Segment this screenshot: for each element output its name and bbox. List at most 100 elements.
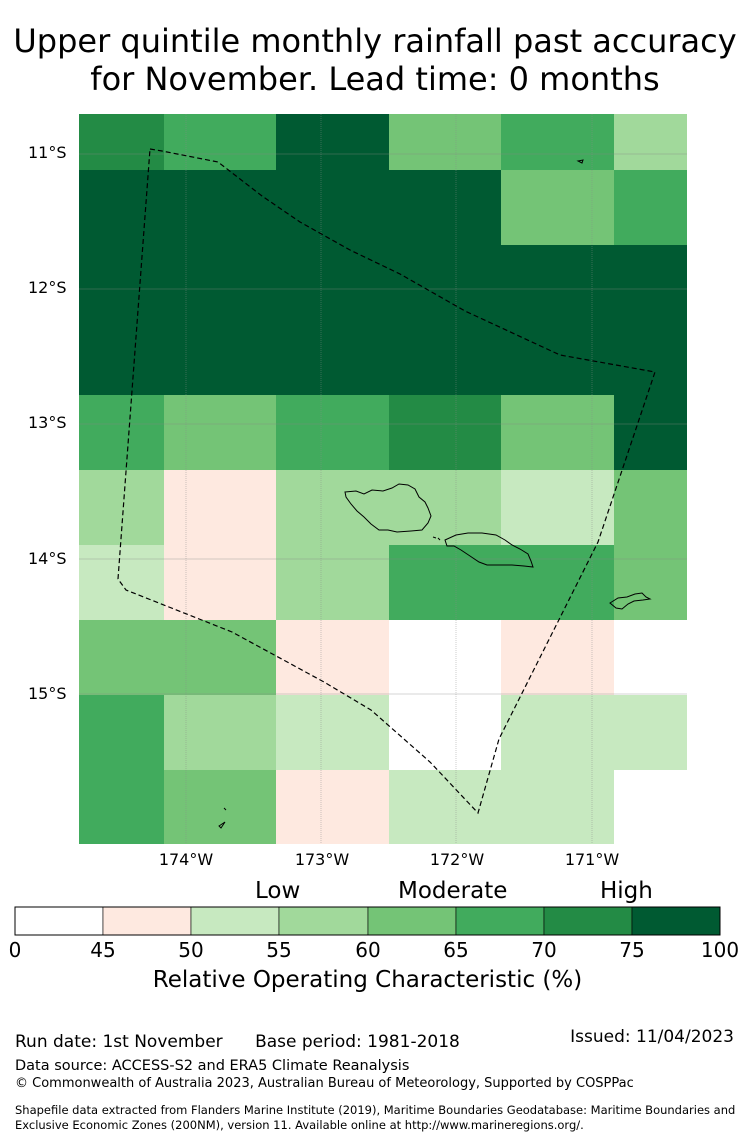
island-savaii bbox=[344, 483, 432, 533]
grid-cell bbox=[614, 320, 687, 395]
lon-label-173w: 173°W bbox=[294, 850, 350, 869]
grid-cell bbox=[389, 114, 501, 170]
colorbar-segment bbox=[543, 906, 633, 936]
grid-cell bbox=[389, 245, 501, 320]
colorbar-tick-60: 60 bbox=[355, 938, 381, 962]
shapefile-credit: Shapefile data extracted from Flanders M… bbox=[15, 1103, 736, 1132]
grid-cell bbox=[389, 320, 501, 395]
grid-cell bbox=[614, 470, 687, 545]
grid-cell bbox=[614, 170, 687, 245]
grid-cell bbox=[276, 114, 389, 170]
grid-cell bbox=[501, 770, 614, 844]
issued-date: Issued: 11/04/2023 bbox=[570, 1027, 734, 1047]
grid-cell bbox=[79, 620, 164, 695]
grid-cell bbox=[79, 470, 164, 545]
islet-small-2 bbox=[223, 807, 227, 811]
islet-swains bbox=[218, 821, 226, 829]
grid-cell bbox=[501, 695, 614, 770]
grid-cell bbox=[276, 545, 389, 620]
lat-label-15s: 15°S bbox=[28, 684, 67, 703]
grid-cell bbox=[79, 395, 164, 470]
island-tutuila bbox=[609, 592, 652, 610]
lon-label-174w: 174°W bbox=[158, 850, 214, 869]
eez-boundary bbox=[117, 148, 656, 815]
grid-cell bbox=[79, 320, 164, 395]
colorbar-tick-0: 0 bbox=[8, 938, 22, 962]
grid-cell bbox=[164, 114, 276, 170]
colorbar bbox=[14, 906, 721, 936]
colorbar-segment bbox=[455, 906, 545, 936]
roc-grid bbox=[79, 114, 687, 844]
lat-label-11s: 11°S bbox=[28, 143, 67, 162]
colorbar-segment bbox=[367, 906, 457, 936]
colorbar-segment bbox=[631, 906, 721, 936]
colorbar-word-high: High bbox=[600, 878, 653, 904]
colorbar-tick-70: 70 bbox=[531, 938, 557, 962]
grid-cell bbox=[614, 770, 687, 844]
grid-cell bbox=[501, 320, 614, 395]
grid-cell bbox=[276, 170, 389, 245]
grid-cell bbox=[79, 114, 164, 170]
grid-cell bbox=[276, 620, 389, 695]
grid-cell bbox=[164, 545, 276, 620]
land-outlines bbox=[218, 159, 652, 829]
grid-cell bbox=[164, 620, 276, 695]
grid-cell bbox=[501, 470, 614, 545]
copyright-notice: © Commonwealth of Australia 2023, Austra… bbox=[15, 1076, 634, 1091]
colorbar-tick-55: 55 bbox=[266, 938, 292, 962]
grid-cell bbox=[389, 395, 501, 470]
colorbar-title: Relative Operating Characteristic (%) bbox=[152, 967, 583, 993]
grid-cell bbox=[501, 395, 614, 470]
colorbar-tick-65: 65 bbox=[443, 938, 469, 962]
grid-cell bbox=[614, 620, 687, 695]
islet-small-1 bbox=[432, 536, 441, 541]
data-source: Data source: ACCESS-S2 and ERA5 Climate … bbox=[15, 1058, 410, 1074]
islet-rose bbox=[576, 159, 584, 164]
grid-cell bbox=[164, 170, 276, 245]
grid-cell bbox=[501, 114, 614, 170]
graticule bbox=[79, 114, 687, 844]
grid-cell bbox=[276, 770, 389, 844]
grid-cell bbox=[276, 320, 389, 395]
grid-cell bbox=[614, 545, 687, 620]
lon-label-171w: 171°W bbox=[564, 850, 620, 869]
run-date: Run date: 1st November bbox=[15, 1032, 223, 1052]
grid-cell bbox=[164, 245, 276, 320]
grid-cell bbox=[79, 545, 164, 620]
lat-label-12s: 12°S bbox=[28, 278, 67, 297]
grid-cell bbox=[79, 695, 164, 770]
colorbar-word-low: Low bbox=[255, 878, 301, 904]
lat-label-13s: 13°S bbox=[28, 413, 67, 432]
grid-cell bbox=[389, 770, 501, 844]
grid-cell bbox=[79, 245, 164, 320]
grid-cell bbox=[276, 395, 389, 470]
lon-label-172w: 172°W bbox=[429, 850, 485, 869]
colorbar-tick-45: 45 bbox=[90, 938, 116, 962]
run-info: Run date: 1st November Base period: 1981… bbox=[15, 1032, 460, 1052]
colorbar-tick-50: 50 bbox=[178, 938, 204, 962]
colorbar-word-moderate: Moderate bbox=[398, 878, 508, 904]
grid-cell bbox=[164, 320, 276, 395]
map-title-line-1: Upper quintile monthly rainfall past acc… bbox=[13, 22, 737, 60]
colorbar-tick-75: 75 bbox=[619, 938, 645, 962]
grid-cell bbox=[501, 545, 614, 620]
colorbar-segment bbox=[190, 906, 280, 936]
grid-cell bbox=[389, 545, 501, 620]
colorbar-segment bbox=[278, 906, 369, 936]
grid-cell bbox=[501, 620, 614, 695]
grid-cell bbox=[501, 170, 614, 245]
grid-cell bbox=[164, 695, 276, 770]
grid-cell bbox=[389, 620, 501, 695]
grid-cell bbox=[614, 695, 687, 770]
colorbar-tick-100: 100 bbox=[700, 938, 740, 962]
colorbar-segment bbox=[14, 906, 104, 936]
grid-cell bbox=[614, 395, 687, 470]
base-period: Base period: 1981-2018 bbox=[255, 1032, 460, 1052]
grid-cell bbox=[164, 470, 276, 545]
grid-cell bbox=[164, 395, 276, 470]
grid-cell bbox=[501, 245, 614, 320]
grid-cell bbox=[614, 114, 687, 170]
grid-cell bbox=[79, 170, 164, 245]
grid-cell bbox=[276, 470, 389, 545]
